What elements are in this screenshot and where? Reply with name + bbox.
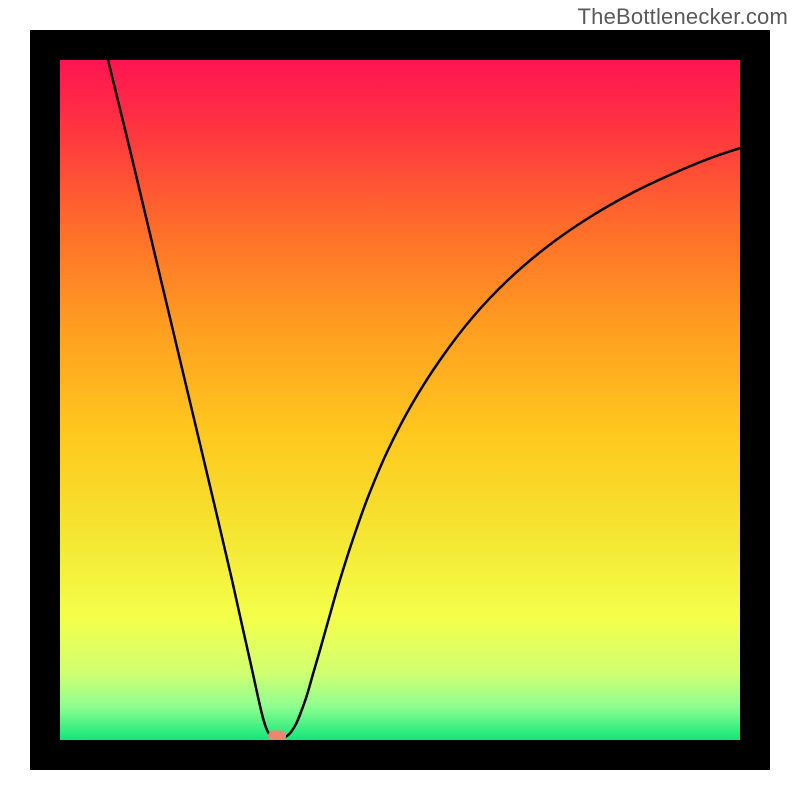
plot-area (60, 60, 740, 740)
watermark-text: TheBottlenecker.com (578, 4, 788, 30)
bottleneck-curve (60, 60, 740, 740)
optimal-marker (268, 731, 286, 741)
chart-frame (30, 30, 770, 770)
chart-container: TheBottlenecker.com (0, 0, 800, 800)
